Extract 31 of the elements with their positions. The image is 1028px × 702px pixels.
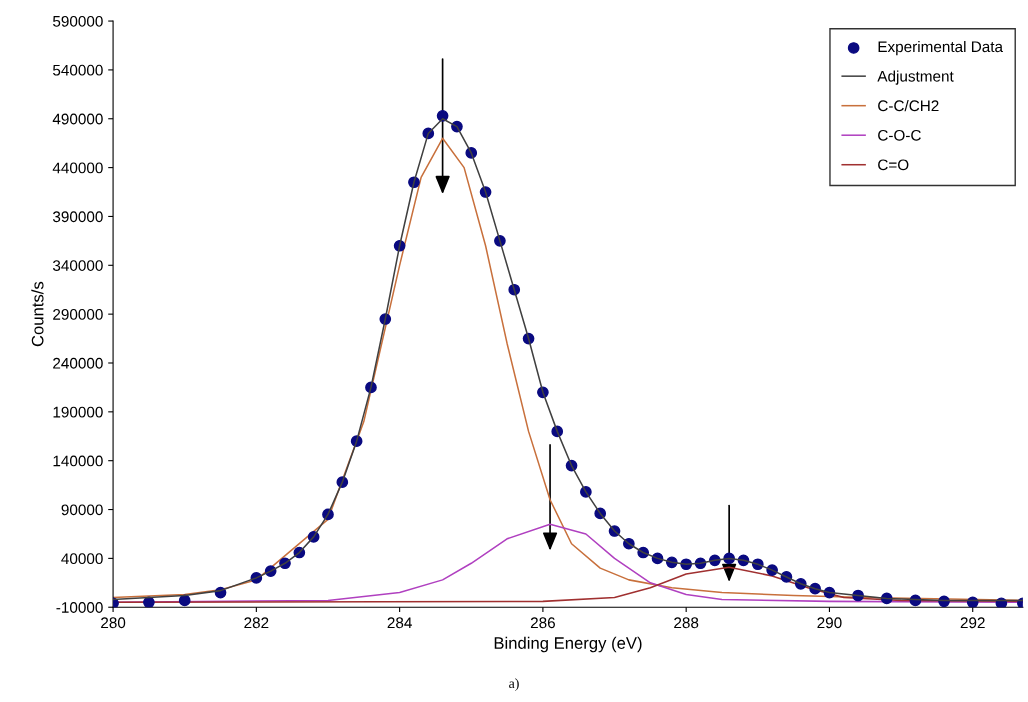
y-tick-label: 290000 — [53, 309, 103, 320]
y-tick-label: 540000 — [52, 64, 103, 76]
point — [178, 594, 191, 607]
legend-label: C=O — [878, 159, 909, 171]
x-tick-label: 292 — [960, 617, 985, 629]
x-tick-label: 282 — [244, 617, 269, 629]
x-axis-title: Binding Energy (eV) — [494, 636, 642, 653]
y-tick-label: 490000 — [52, 113, 103, 125]
y-tick-label: 440000 — [52, 162, 103, 174]
text: a) — [509, 678, 519, 691]
y-tick-label: 590000 — [52, 15, 103, 27]
y-tick-label: 90000 — [61, 504, 103, 516]
y-tick-label: 390000 — [52, 211, 103, 223]
x-tick-label: 286 — [530, 617, 555, 629]
y-axis-title: Counts/s — [31, 281, 44, 347]
legend-label: C-O-C — [878, 129, 921, 141]
legend-label: Experimental Data — [878, 40, 1003, 56]
y-tick-label: 140000 — [53, 455, 103, 467]
y-tick-label: 40000 — [61, 553, 103, 565]
point — [966, 596, 979, 608]
y-tick-label: 240000 — [53, 357, 103, 369]
y-tick-label: -10000 — [56, 602, 103, 613]
legend-label: Adjustment — [877, 70, 954, 85]
x-tick-label: 284 — [387, 617, 412, 629]
point — [143, 596, 155, 608]
y-tick-label: 340000 — [52, 260, 103, 271]
x-tick-label: 290 — [817, 617, 842, 629]
y-tick-label: 190000 — [53, 406, 103, 418]
x-tick-label: 280 — [101, 617, 126, 629]
legend-label: C-C/CH2 — [878, 99, 939, 112]
x-tick-label: 288 — [674, 617, 699, 629]
